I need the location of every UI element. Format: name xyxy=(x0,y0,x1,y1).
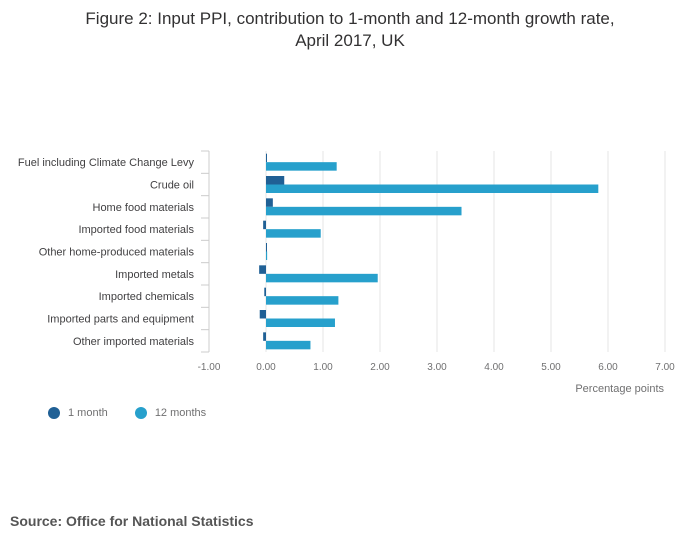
category-label: Other home-produced materials xyxy=(39,247,195,259)
x-tick-label: 5.00 xyxy=(541,362,561,373)
legend-label-12-months: 12 months xyxy=(154,407,207,419)
x-tick-label: -1.00 xyxy=(198,362,221,373)
bar-1-month[interactable] xyxy=(266,176,285,185)
legend-label-1-month: 1 month xyxy=(68,407,108,419)
legend-item-12-months[interactable]: 12 months xyxy=(134,407,207,419)
x-tick-label: 6.00 xyxy=(598,362,618,373)
bar-1-month[interactable] xyxy=(266,153,267,163)
x-tick-label: 2.00 xyxy=(370,362,390,373)
legend-item-1-month[interactable]: 1 month xyxy=(48,407,108,419)
x-tick-label: 4.00 xyxy=(484,362,504,373)
x-tick-label: 1.00 xyxy=(313,362,333,373)
x-tick-label: 3.00 xyxy=(427,362,447,373)
x-axis-label: Percentage points xyxy=(575,383,664,395)
source-note: Source: Office for National Statistics xyxy=(10,513,254,529)
bar-12-months[interactable] xyxy=(266,296,339,305)
category-label: Fuel including Climate Change Levy xyxy=(18,157,195,169)
legend-swatch-12-months xyxy=(134,407,147,419)
legend: 1 month 12 months xyxy=(48,407,230,422)
chart-title: Figure 2: Input PPI, contribution to 1-m… xyxy=(0,8,700,52)
bar-1-month[interactable] xyxy=(263,220,266,230)
bars xyxy=(259,153,599,350)
category-label: Imported parts and equipment xyxy=(47,314,194,326)
x-tick-label: 0.00 xyxy=(256,362,276,373)
bar-12-months[interactable] xyxy=(266,340,311,350)
bar-12-months[interactable] xyxy=(266,162,337,171)
bar-12-months[interactable] xyxy=(266,273,378,283)
bar-12-months[interactable] xyxy=(266,229,321,238)
category-label: Imported metals xyxy=(115,269,194,281)
bar-12-months[interactable] xyxy=(266,251,268,261)
bar-1-month[interactable] xyxy=(264,287,266,297)
bar-1-month[interactable] xyxy=(263,332,266,341)
x-tick-labels: -1.00 0.00 1.00 2.00 3.00 4.00 5.00 6.00 7.00 xyxy=(198,362,676,373)
bar-12-months[interactable] xyxy=(266,318,335,328)
category-label: Imported chemicals xyxy=(99,291,195,303)
category-label: Other imported materials xyxy=(73,336,195,348)
chart-title-line-2: April 2017, UK xyxy=(295,31,405,50)
bar-12-months[interactable] xyxy=(266,184,599,194)
category-label: Home food materials xyxy=(93,202,195,214)
bar-1-month[interactable] xyxy=(259,265,266,274)
x-tick-label: 7.00 xyxy=(655,362,675,373)
legend-swatch-1-month xyxy=(48,407,60,419)
category-label: Imported food materials xyxy=(78,224,194,236)
bar-1-month[interactable] xyxy=(259,310,266,319)
category-axis: Fuel including Climate Change Levy Crude … xyxy=(18,150,210,353)
bar-1-month[interactable] xyxy=(266,198,273,207)
bar-1-month[interactable] xyxy=(266,243,267,252)
bar-12-months[interactable] xyxy=(266,206,462,216)
category-label: Crude oil xyxy=(150,180,194,192)
chart-title-line-1: Figure 2: Input PPI, contribution to 1-m… xyxy=(85,9,615,28)
